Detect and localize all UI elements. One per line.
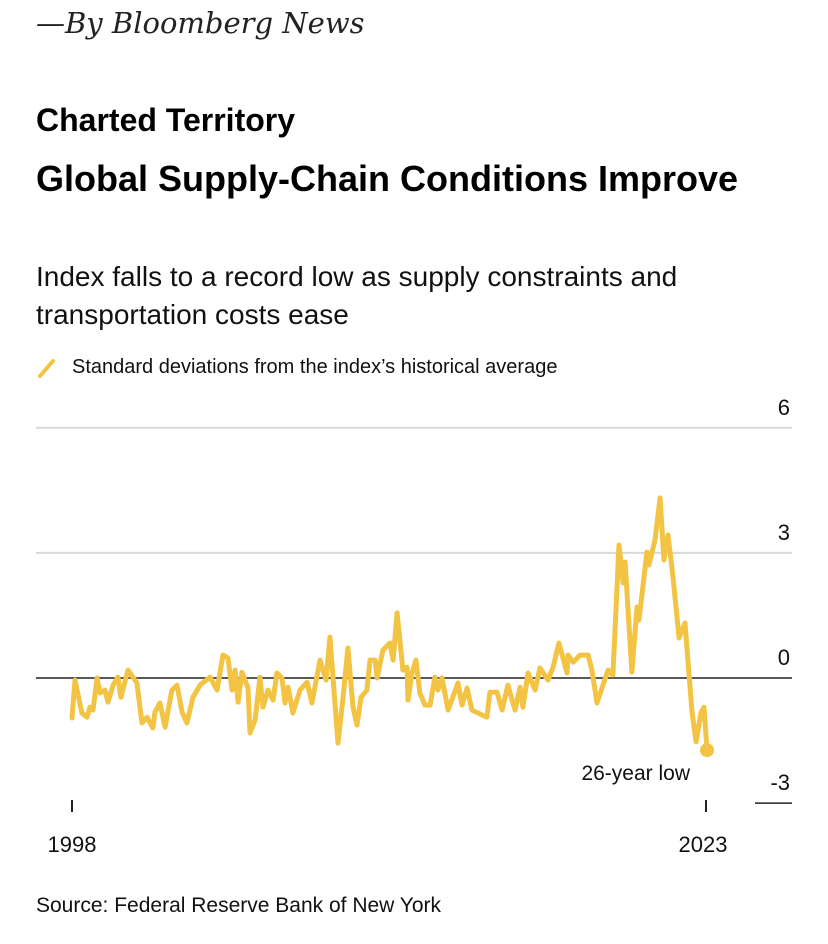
chart-plot: 6 3 0 -3 1998 2023 26-year low [36, 395, 792, 857]
legend-swatch-icon [38, 358, 55, 378]
end-point-marker [700, 743, 715, 758]
y-tick-label: -3 [770, 770, 790, 795]
x-tick-label: 2023 [679, 832, 728, 857]
y-tick-label: 3 [778, 520, 790, 545]
series-line [69, 495, 710, 753]
y-tick-label: 6 [778, 395, 790, 420]
source-note: Source: Federal Reserve Bank of New York [36, 894, 442, 917]
legend-label: Standard deviations from the index’s his… [72, 356, 558, 378]
chart-subtitle: Index falls to a record low as supply co… [36, 261, 678, 330]
byline: —By Bloomberg News [36, 6, 365, 40]
x-tick-label: 1998 [48, 832, 97, 857]
chart-title: Global Supply-Chain Conditions Improve [36, 158, 739, 199]
y-tick-label: 0 [778, 645, 790, 670]
annotation-26-year-low: 26-year low [581, 762, 690, 785]
kicker: Charted Territory [36, 102, 296, 138]
legend: Standard deviations from the index’s his… [36, 356, 557, 379]
